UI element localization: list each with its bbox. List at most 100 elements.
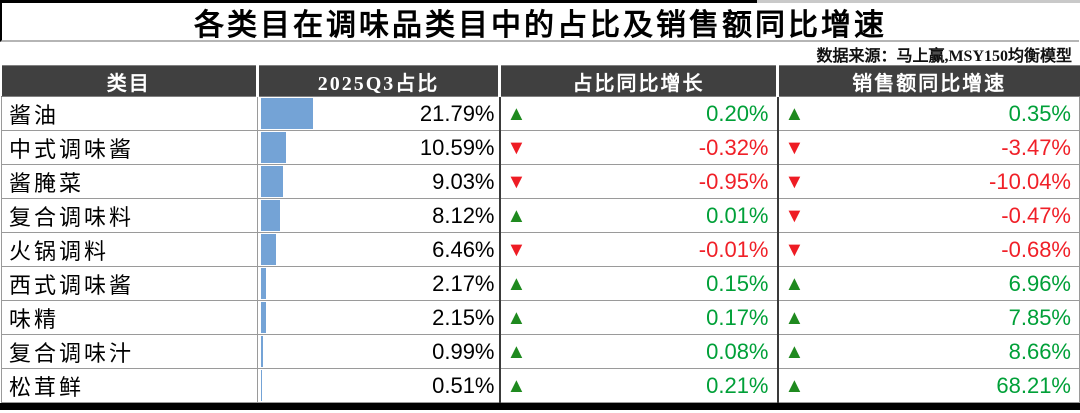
share-growth-value: 0.20% [706, 100, 769, 126]
share-value: 9.03% [432, 168, 495, 194]
trend-up-icon: ▲ [506, 102, 527, 125]
trend-up-icon: ▲ [506, 374, 527, 397]
trend-up-icon: ▲ [784, 102, 805, 125]
share-growth-value: 0.01% [706, 202, 769, 228]
table-row: 酱腌菜 9.03% ▼ -0.95% ▼ -10.04% [1, 164, 1080, 199]
trend-down-icon: ▼ [506, 238, 527, 261]
category-cell: 松茸鲜 [1, 368, 258, 403]
top-border [0, 0, 1080, 3]
share-growth-value: 0.15% [706, 270, 769, 296]
category-cell: 复合调味料 [1, 198, 258, 233]
table-row: 火锅调料 6.46% ▼ -0.01% ▼ -0.68% [1, 232, 1080, 267]
share-cell: 0.51% [257, 368, 501, 403]
category-cell: 味精 [1, 300, 258, 335]
sales-growth-value: 68.21% [996, 372, 1071, 398]
category-cell: 中式调味酱 [1, 130, 258, 165]
share-value: 0.99% [432, 338, 495, 364]
trend-down-icon: ▼ [784, 204, 805, 227]
share-growth-cell: ▲ 0.08% [499, 334, 779, 369]
share-bar [261, 98, 313, 129]
trend-down-icon: ▼ [784, 136, 805, 159]
share-value: 0.51% [432, 372, 495, 398]
trend-up-icon: ▲ [506, 204, 527, 227]
header-row: 类目 2025Q3占比 占比同比增长 销售额同比增速 [1, 65, 1080, 97]
share-growth-value: 0.21% [706, 372, 769, 398]
category-table: 类目 2025Q3占比 占比同比增长 销售额同比增速 酱油 21.79% ▲ 0… [1, 65, 1080, 403]
sales-growth-cell: ▼ -3.47% [777, 130, 1080, 165]
share-bar [261, 370, 263, 401]
column-header-sales-growth: 销售额同比增速 [776, 65, 1080, 97]
sales-growth-value: 7.85% [1008, 304, 1071, 330]
share-growth-value: -0.01% [698, 236, 769, 262]
trend-up-icon: ▲ [784, 374, 805, 397]
share-value: 8.12% [432, 202, 495, 228]
sales-growth-value: -0.68% [1001, 236, 1071, 262]
trend-up-icon: ▲ [784, 272, 805, 295]
trend-down-icon: ▼ [784, 170, 805, 193]
share-cell: 6.46% [257, 232, 501, 267]
column-header-category: 类目 [1, 65, 258, 97]
sales-growth-cell: ▼ -10.04% [777, 164, 1080, 199]
share-value: 2.15% [432, 304, 495, 330]
share-growth-value: -0.95% [698, 168, 769, 194]
share-cell: 2.17% [257, 266, 501, 301]
table-row: 复合调味料 8.12% ▲ 0.01% ▼ -0.47% [1, 198, 1080, 233]
sales-growth-value: 6.96% [1008, 270, 1071, 296]
sales-growth-cell: ▲ 68.21% [777, 368, 1080, 403]
share-cell: 2.15% [257, 300, 501, 335]
share-growth-value: 0.08% [706, 338, 769, 364]
share-growth-cell: ▲ 0.21% [499, 368, 779, 403]
sales-growth-value: -10.04% [989, 168, 1071, 194]
category-cell: 酱油 [1, 96, 258, 131]
share-value: 6.46% [432, 236, 495, 262]
share-growth-value: 0.17% [706, 304, 769, 330]
share-bar [261, 166, 283, 197]
share-bar [261, 268, 267, 299]
column-header-share: 2025Q3占比 [256, 65, 500, 97]
sales-growth-cell: ▲ 8.66% [777, 334, 1080, 369]
data-source-note: 数据来源：马上赢,MSY150均衡模型 [816, 47, 1072, 65]
trend-up-icon: ▲ [784, 340, 805, 363]
share-bar [261, 336, 264, 367]
share-growth-cell: ▲ 0.01% [499, 198, 779, 233]
category-cell: 酱腌菜 [1, 164, 258, 199]
share-growth-cell: ▼ -0.32% [499, 130, 779, 165]
sales-growth-cell: ▲ 7.85% [777, 300, 1080, 335]
trend-down-icon: ▼ [506, 170, 527, 193]
trend-up-icon: ▲ [784, 306, 805, 329]
table-row: 中式调味酱 10.59% ▼ -0.32% ▼ -3.47% [1, 130, 1080, 165]
sales-growth-value: 0.35% [1008, 100, 1071, 126]
trend-up-icon: ▲ [506, 272, 527, 295]
share-growth-cell: ▲ 0.17% [499, 300, 779, 335]
page-title: 各类目在调味品类目中的占比及销售额同比增速 [0, 3, 1079, 42]
sales-growth-value: -0.47% [1001, 202, 1071, 228]
sales-growth-cell: ▲ 6.96% [777, 266, 1080, 301]
trend-up-icon: ▲ [506, 306, 527, 329]
share-growth-cell: ▼ -0.95% [499, 164, 779, 199]
share-value: 10.59% [419, 134, 495, 160]
table-row: 味精 2.15% ▲ 0.17% ▲ 7.85% [1, 300, 1080, 335]
category-cell: 火锅调料 [1, 232, 258, 267]
share-growth-cell: ▲ 0.15% [499, 266, 779, 301]
table-row: 复合调味汁 0.99% ▲ 0.08% ▲ 8.66% [1, 334, 1080, 369]
table-row: 西式调味酱 2.17% ▲ 0.15% ▲ 6.96% [1, 266, 1080, 301]
share-growth-cell: ▲ 0.20% [499, 96, 779, 131]
share-bar [261, 132, 287, 163]
share-bar [261, 302, 267, 333]
trend-up-icon: ▲ [506, 340, 527, 363]
bottom-border [0, 403, 1080, 410]
column-header-share-growth: 占比同比增长 [498, 65, 778, 97]
sales-growth-value: -3.47% [1001, 134, 1071, 160]
sales-growth-cell: ▼ -0.47% [777, 198, 1080, 233]
share-bar [261, 234, 277, 265]
share-growth-cell: ▼ -0.01% [499, 232, 779, 267]
share-cell: 9.03% [257, 164, 501, 199]
share-cell: 8.12% [257, 198, 501, 233]
share-value: 2.17% [432, 270, 495, 296]
category-cell: 复合调味汁 [1, 334, 258, 369]
share-cell: 10.59% [257, 130, 501, 165]
sales-growth-value: 8.66% [1008, 338, 1071, 364]
share-bar [261, 200, 281, 231]
share-growth-value: -0.32% [698, 134, 769, 160]
